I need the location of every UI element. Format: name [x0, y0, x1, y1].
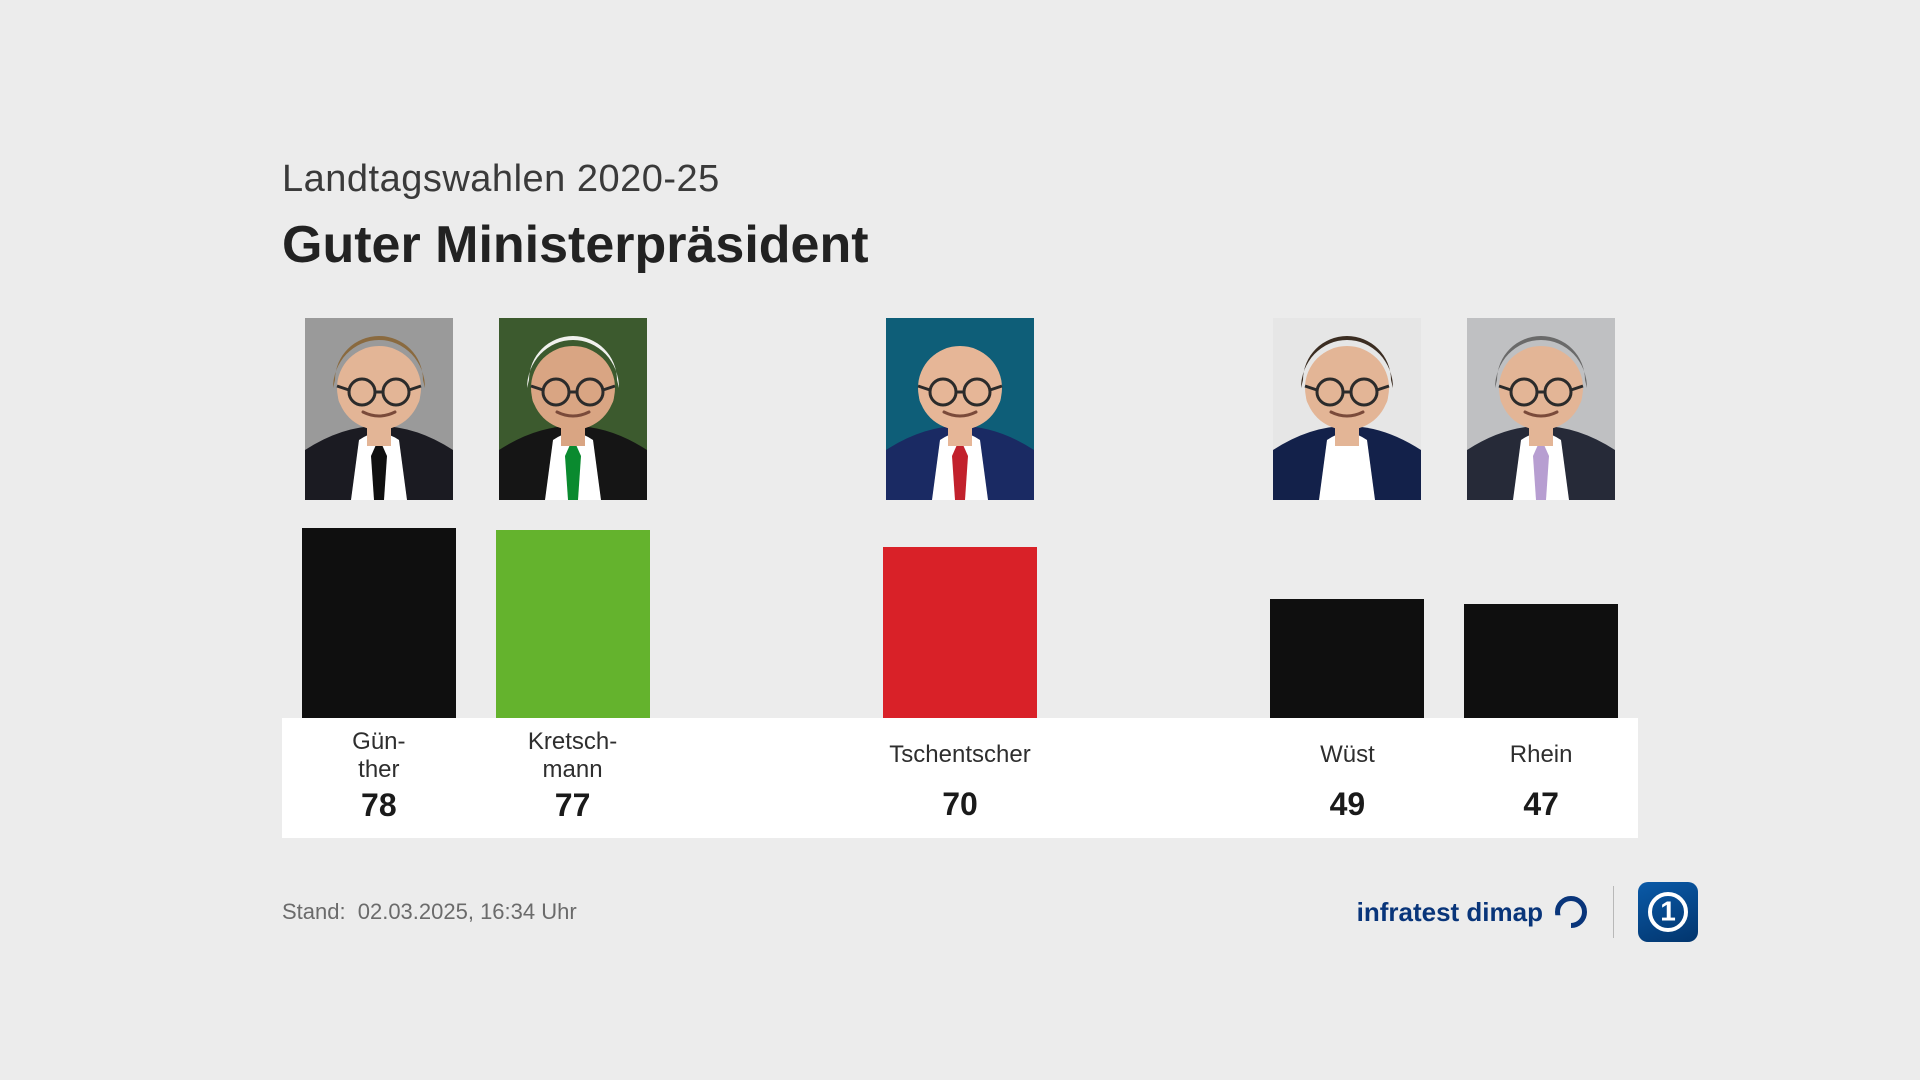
- bar-zone: [496, 528, 650, 718]
- bar: [883, 547, 1037, 718]
- broadcaster-logo: 1: [1638, 882, 1698, 942]
- bar-labels: Gün- ther 78: [302, 718, 456, 838]
- divider: [1613, 886, 1614, 938]
- candidate-name: Gün- ther: [302, 728, 456, 783]
- footer: Stand: 02.03.2025, 16:34 Uhr infratest d…: [282, 882, 1698, 942]
- header: Landtagswahlen 2020-25 Guter Ministerprä…: [192, 108, 1728, 275]
- chart-column: Kretsch- mann 77: [496, 318, 650, 838]
- candidate-value: 78: [302, 787, 456, 824]
- candidate-portrait: [499, 318, 647, 500]
- candidate-name: Tschentscher: [883, 728, 1037, 782]
- source-text: infratest dimap: [1357, 897, 1543, 928]
- chart-column: Rhein 47: [1464, 318, 1618, 838]
- candidate-value: 77: [496, 787, 650, 824]
- bar-labels: Tschentscher 70: [883, 718, 1037, 838]
- chart-column: Wüst 49: [1270, 318, 1424, 838]
- bar: [302, 528, 456, 718]
- candidate-name: Rhein: [1464, 728, 1618, 782]
- bar-zone: [883, 528, 1037, 718]
- source-logo: infratest dimap: [1357, 894, 1589, 930]
- bar-zone: [1464, 528, 1618, 718]
- bar-chart: Gün- ther 78 Kretsch- mann 77: [282, 318, 1638, 838]
- infratest-mark-icon: [1553, 894, 1589, 930]
- infographic-frame: Landtagswahlen 2020-25 Guter Ministerprä…: [192, 108, 1728, 972]
- bar: [1270, 599, 1424, 718]
- bar: [496, 530, 650, 718]
- candidate-name: Kretsch- mann: [496, 728, 650, 783]
- chart-column: Tschentscher 70: [883, 318, 1037, 838]
- bar: [1464, 604, 1618, 718]
- logo-group: infratest dimap 1: [1357, 882, 1698, 942]
- bar-labels: Kretsch- mann 77: [496, 718, 650, 838]
- timestamp-value: 02.03.2025, 16:34 Uhr: [358, 899, 577, 924]
- timestamp-label: Stand:: [282, 899, 346, 924]
- candidate-portrait: [1273, 318, 1421, 500]
- bar-labels: Rhein 47: [1464, 718, 1618, 838]
- candidate-value: 49: [1270, 786, 1424, 823]
- candidate-name: Wüst: [1270, 728, 1424, 782]
- supertitle: Landtagswahlen 2020-25: [282, 158, 1638, 201]
- title: Guter Ministerpräsident: [282, 215, 1638, 275]
- bar-labels: Wüst 49: [1270, 718, 1424, 838]
- bar-zone: [1270, 528, 1424, 718]
- candidate-portrait: [886, 318, 1034, 500]
- candidate-value: 70: [883, 786, 1037, 823]
- bar-zone: [302, 528, 456, 718]
- chart-column: Gün- ther 78: [302, 318, 456, 838]
- chart-plot-area: Gün- ther 78 Kretsch- mann 77: [282, 318, 1638, 838]
- candidate-portrait: [1467, 318, 1615, 500]
- candidate-value: 47: [1464, 786, 1618, 823]
- candidate-portrait: [305, 318, 453, 500]
- timestamp: Stand: 02.03.2025, 16:34 Uhr: [282, 899, 577, 925]
- ard-one-icon: 1: [1660, 895, 1676, 927]
